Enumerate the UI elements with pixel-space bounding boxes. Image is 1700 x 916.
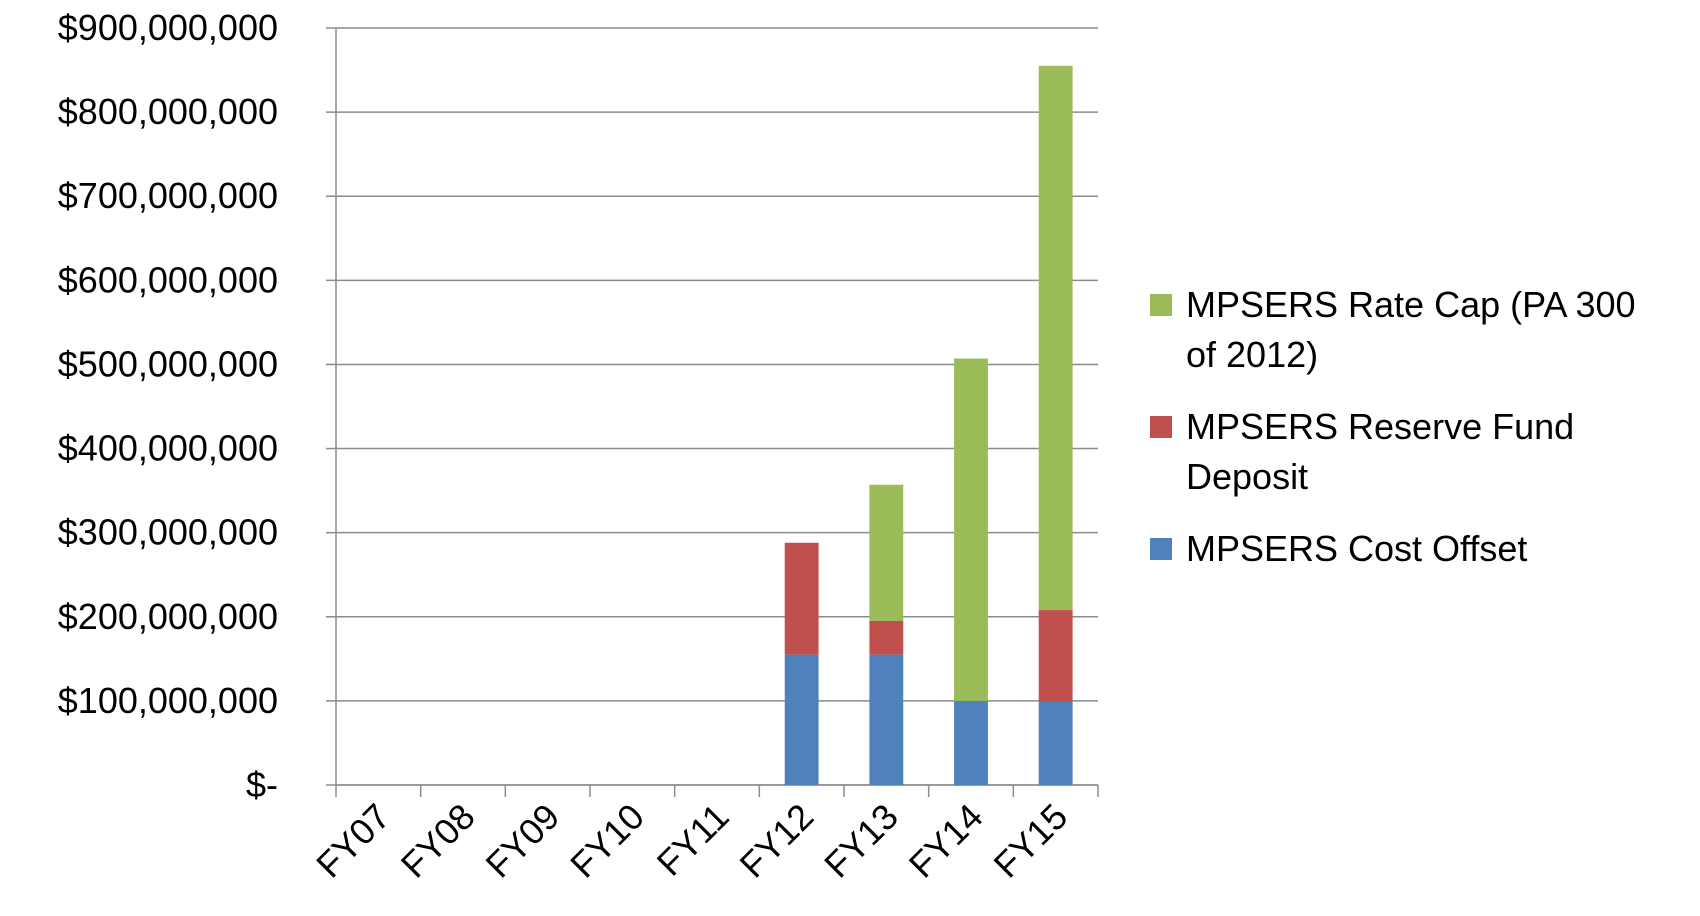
legend-swatch: [1150, 294, 1172, 316]
bar-segment: [869, 654, 904, 785]
x-tick-label: FY09: [477, 796, 567, 886]
x-tick-label: FY14: [901, 796, 991, 886]
bar-segment: [869, 620, 904, 655]
legend-label: MPSERS Reserve Fund Deposit: [1186, 406, 1575, 497]
x-tick-label: FY15: [985, 796, 1075, 886]
y-tick-label: $700,000,000: [58, 175, 278, 216]
x-tick-label: FY13: [816, 796, 906, 886]
y-tick-label: $800,000,000: [58, 91, 278, 132]
legend-swatch: [1150, 538, 1172, 560]
legend-item: MPSERS Reserve Fund Deposit: [1150, 402, 1690, 502]
x-tick-label: FY07: [308, 796, 398, 886]
legend-item: MPSERS Rate Cap (PA 300 of 2012): [1150, 280, 1690, 380]
legend-label: MPSERS Rate Cap (PA 300 of 2012): [1186, 284, 1636, 375]
bar-segment: [1038, 65, 1073, 611]
y-tick-label: $600,000,000: [58, 259, 278, 300]
bar-segment: [784, 542, 819, 655]
y-tick-label: $100,000,000: [58, 680, 278, 721]
y-tick-label: $300,000,000: [58, 512, 278, 553]
legend-item: MPSERS Cost Offset: [1150, 524, 1690, 574]
legend-swatch: [1150, 416, 1172, 438]
x-tick-label: FY10: [562, 796, 652, 886]
x-tick-label: FY12: [731, 796, 821, 886]
bar-segment: [954, 700, 988, 785]
y-tick-label: $200,000,000: [58, 596, 278, 637]
bar-segment: [784, 654, 819, 785]
x-tick-label: FY11: [649, 796, 737, 884]
y-tick-label: $900,000,000: [58, 7, 278, 48]
x-tick-label: FY08: [393, 796, 483, 886]
legend-label: MPSERS Cost Offset: [1186, 528, 1528, 569]
bar-segment: [1038, 700, 1073, 785]
y-tick-label: $400,000,000: [58, 428, 278, 469]
y-tick-label: $-: [246, 764, 278, 805]
bar-segment: [869, 484, 904, 621]
y-tick-label: $500,000,000: [58, 343, 278, 384]
bar-segment: [954, 358, 988, 701]
legend: MPSERS Rate Cap (PA 300 of 2012) MPSERS R…: [1150, 280, 1690, 596]
bar-segment: [1038, 610, 1073, 701]
